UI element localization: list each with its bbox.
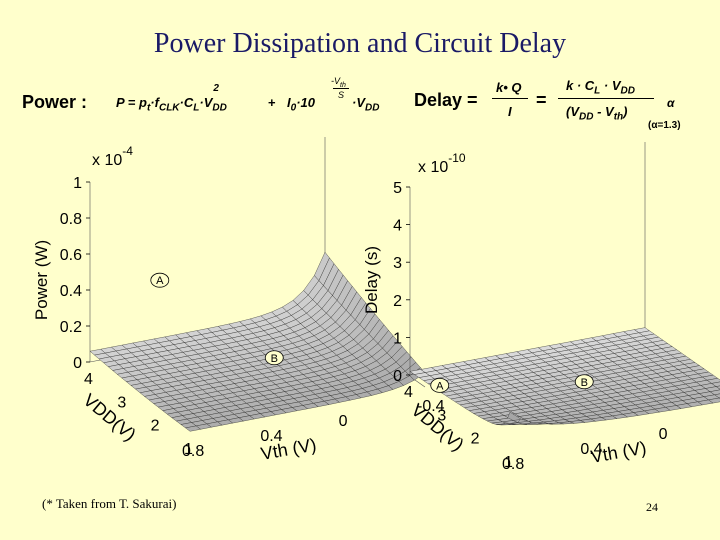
z-tick-label: 5 xyxy=(393,180,402,197)
slide-title: Power Dissipation and Circuit Delay xyxy=(153,28,567,59)
y-tick-label: 0.8 xyxy=(182,443,204,460)
power-plus: + xyxy=(268,95,276,110)
z-scale-exponent: -10 xyxy=(448,151,466,165)
y-tick-label: 0.4 xyxy=(580,441,602,458)
surface-patch xyxy=(511,423,527,425)
annotation-marker xyxy=(150,272,170,288)
annotation-label: A xyxy=(436,380,444,392)
power-exponent: -Vth xyxy=(331,76,346,89)
z-tick-label: 0.2 xyxy=(60,319,82,336)
y-tick-label: 0 xyxy=(339,413,348,430)
z-tick-label: 0.6 xyxy=(60,247,82,264)
annotation-marker xyxy=(264,350,284,366)
annotation-label: B xyxy=(581,377,588,389)
surface-patch xyxy=(537,423,553,425)
surface-patch xyxy=(185,425,202,432)
z-axis-label: Power (W) xyxy=(32,240,51,320)
z-tick-label: 3 xyxy=(393,255,402,272)
power-label: Power : xyxy=(22,92,88,112)
delay-frac1-bar xyxy=(492,98,528,99)
x-tick-label: 1 xyxy=(184,441,193,458)
z-tick-label: 0.8 xyxy=(60,211,82,228)
annotation-marker xyxy=(574,374,594,390)
y-tick-label: 0.4 xyxy=(260,428,282,445)
z-tick-label: 4 xyxy=(393,218,402,235)
delay-frac2-num: k · CL · VDD xyxy=(566,78,635,97)
annotation-label: B xyxy=(271,353,278,365)
x-tick-label: 4 xyxy=(84,371,93,388)
y-tick-label: 0.8 xyxy=(502,456,524,473)
x-tick-label: 2 xyxy=(151,418,160,435)
delay-equals: = xyxy=(536,90,547,110)
y-tick-label: -0.4 xyxy=(417,398,445,415)
z-axis-label: Delay (s) xyxy=(362,246,381,314)
z-tick-label: 2 xyxy=(393,293,402,310)
delay-label: Delay = xyxy=(414,90,478,110)
power-formula-leakage: I0·10 xyxy=(287,95,315,114)
annotation-label: A xyxy=(156,275,164,287)
x-tick-label: 1 xyxy=(504,454,513,471)
power-formula: P = pt·fCLK·CL·V 2 DD xyxy=(116,83,227,114)
surface-mesh xyxy=(409,327,720,426)
z-tick-label: 0.4 xyxy=(60,283,82,300)
annotation-marker xyxy=(430,377,450,393)
footnote: (* Taken from T. Sakurai) xyxy=(42,496,177,511)
surface-mesh xyxy=(89,251,426,432)
page-number: 24 xyxy=(646,500,658,514)
surface-patch xyxy=(496,423,512,426)
x-tick-label: 3 xyxy=(117,394,126,411)
x-axis-label: VDD(V) xyxy=(79,390,139,445)
delay-frac2-bar xyxy=(558,98,654,99)
x-tick-label: 2 xyxy=(471,431,480,448)
z-tick-label: 1 xyxy=(393,330,402,347)
x-tick-label: 4 xyxy=(404,384,413,401)
delay-frac1-den: I xyxy=(508,104,512,119)
power-exponent-den: S xyxy=(338,90,345,100)
delay-alpha: α xyxy=(667,96,675,110)
alpha-note: (α=1.3) xyxy=(648,120,681,131)
z-tick-label: 0 xyxy=(393,368,402,385)
z-scale-exponent: -4 xyxy=(122,144,133,158)
z-scale-label: x 10-10 xyxy=(418,151,466,176)
z-scale-label: x 10-4 xyxy=(92,144,133,169)
x-tick-label: 3 xyxy=(437,407,446,424)
power-formula-tail: ·VDD xyxy=(352,95,380,114)
delay-frac2-den: (VDD - Vth) xyxy=(566,104,628,123)
y-tick-label: 0 xyxy=(659,426,668,443)
z-tick-label: 1 xyxy=(73,175,82,192)
exponent-fraction-bar xyxy=(333,88,349,89)
delay-frac1-num: k• Q xyxy=(496,80,522,95)
z-tick-label: 0 xyxy=(73,355,82,372)
